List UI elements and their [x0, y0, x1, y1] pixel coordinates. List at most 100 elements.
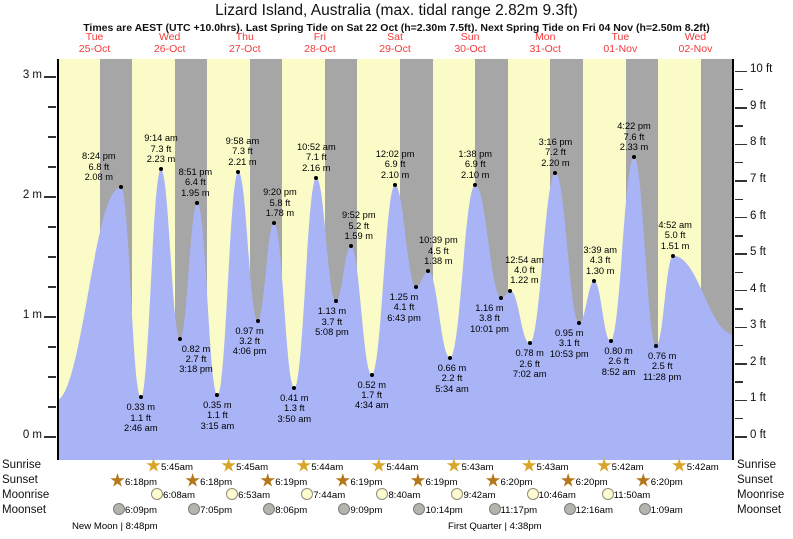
moonrise-time: 11:50am: [613, 490, 651, 501]
tide-label-line2: 7.6 ft: [623, 131, 645, 142]
y-axis-right: [732, 59, 734, 460]
tide-point-low: [138, 395, 143, 400]
sunrise-event-7: 5:42am: [596, 458, 644, 476]
y-label-right-5ft: 5 ft: [750, 246, 766, 259]
tide-label-line2: 6.8 ft: [88, 161, 110, 172]
sunset-star-icon: [636, 473, 651, 491]
y-tick-right: [735, 198, 743, 200]
moonset-time: 8:06pm: [275, 505, 308, 516]
tide-label-line2: 7.3 ft: [232, 146, 253, 157]
sunrise-star-icon: [296, 458, 311, 476]
sunset-event-1: 6:18pm: [110, 473, 157, 491]
tide-label-line1: 9:20 pm: [263, 187, 297, 198]
sunrise-event-1: 5:45am: [146, 458, 193, 476]
row-label-sunset-left: Sunset: [2, 474, 38, 486]
moonset-time: 10:14pm: [425, 505, 463, 516]
tide-point-high: [118, 185, 123, 190]
tide-label-line2: 5.8 ft: [269, 197, 291, 208]
moonrise-event-5: 9:42am: [451, 488, 495, 503]
tide-label-line1: 3:16 pm: [538, 137, 573, 147]
tide-label-line3: 3:50 am: [277, 413, 312, 424]
tide-label-high-21: 12:54 am 4.0 ft 1.22 m: [489, 255, 559, 286]
tide-label-line1: 9:14 am: [144, 133, 178, 144]
day-header-5: Sat 29-Oct: [357, 31, 433, 55]
day-header-dow: Tue: [611, 31, 630, 43]
y-label-right-4ft: 4 ft: [750, 282, 766, 295]
tide-label-low-24: 0.95 m 3.1 ft 10:53 pm: [534, 328, 604, 359]
tide-label-line1: 0.76 m: [648, 350, 677, 361]
tide-label-line1: 1.25 m: [389, 292, 419, 302]
sunrise-event-2: 5:45am: [221, 458, 268, 476]
day-header-4: Fri 28-Oct: [282, 31, 358, 55]
tide-label-line3: 4:06 pm: [232, 346, 267, 357]
day-header-6: Sun 30-Oct: [432, 31, 508, 55]
tide-label-line1: 8:51 pm: [178, 167, 213, 177]
row-label-moonset-left: Moonset: [2, 504, 47, 516]
y-label-right-1ft: 1 ft: [750, 392, 766, 405]
moonrise-circle-icon: [601, 488, 614, 503]
sunset-event-8: 6:20pm: [636, 473, 683, 491]
sunset-event-6: 6:20pm: [485, 473, 533, 491]
day-header-dow: Sat: [387, 31, 403, 43]
day-header-dow: Sun: [460, 31, 480, 43]
tide-point-high: [473, 183, 478, 187]
y-axis-left: [57, 59, 59, 460]
tide-label-line3: 6:43 pm: [387, 312, 421, 323]
day-header-8: Tue 01-Nov: [582, 31, 658, 55]
tide-label-low-26: 0.80 m 2.6 ft 8:52 am: [584, 346, 654, 377]
sunset-time: 6:18pm: [125, 476, 157, 488]
tide-point-high: [671, 253, 676, 258]
y-tick-right: [735, 88, 743, 91]
tide-label-line1: 1:38 pm: [458, 149, 492, 159]
tide-label-line1: 8:24 pm: [82, 151, 116, 162]
tide-label-line3: 2.10 m: [460, 169, 490, 180]
sunrise-event-4: 5:44am: [371, 458, 418, 476]
tide-label-line2: 1.3 ft: [283, 403, 305, 414]
tide-label-line3: 1.59 m: [344, 231, 373, 241]
tide-label-line1: 1.16 m: [475, 302, 504, 313]
tide-label-line2: 2.2 ft: [441, 373, 463, 384]
tide-label-high-5: 8:51 pm 6.4 ft 1.95 m: [160, 167, 230, 198]
y-tick-right: [735, 326, 747, 328]
y-tick-right: [735, 289, 747, 292]
y-tick-right: [735, 271, 743, 274]
tide-label-low-20: 1.16 m 3.8 ft 10:01 pm: [454, 303, 524, 334]
y-tick-left: [48, 136, 56, 138]
moonrise-time: 8:40am: [388, 490, 421, 501]
tide-point-low: [255, 318, 260, 323]
sunset-time: 6:20pm: [500, 476, 533, 488]
tide-label-line1: 9:58 am: [225, 135, 260, 146]
y-label-right-7ft: 7 ft: [750, 172, 766, 185]
sunset-event-5: 6:19pm: [410, 473, 457, 491]
moonset-circle-icon: [413, 503, 426, 518]
y-tick-right: [735, 161, 743, 164]
y-label-right-6ft: 6 ft: [750, 209, 766, 222]
tide-label-line2: 3.8 ft: [479, 313, 500, 324]
sunset-event-3: 6:19pm: [260, 473, 307, 491]
moonrise-circle-icon: [226, 488, 239, 503]
tide-label-line2: 2.6 ft: [519, 358, 540, 369]
y-tick-right: [735, 399, 747, 402]
day-header-date: 31-Oct: [529, 43, 561, 55]
moonrise-time: 6:08am: [163, 490, 195, 501]
tide-label-line2: 3.2 ft: [239, 336, 260, 346]
sunrise-event-5: 5:43am: [446, 458, 493, 476]
tide-label-line1: 10:39 pm: [418, 235, 458, 246]
sunset-event-2: 6:18pm: [185, 473, 232, 491]
y-label-left-0m: 0 m: [22, 429, 42, 441]
day-header-date: 27-Oct: [229, 43, 261, 55]
moonrise-event-2: 6:53am: [226, 488, 270, 503]
tide-label-line2: 1.1 ft: [207, 410, 228, 421]
tide-label-line3: 2.16 m: [302, 162, 331, 173]
row-label-moonrise-left: Moonrise: [2, 489, 50, 501]
moonset-circle-icon: [338, 503, 351, 518]
moonset-event-4: 9:09pm: [338, 503, 382, 518]
row-label-sunrise-right: Sunrise: [737, 459, 776, 471]
sunset-time: 6:19pm: [425, 476, 458, 488]
row-label-sunset-right: Sunset: [737, 474, 773, 486]
tide-label-line1: 0.66 m: [437, 362, 467, 373]
tide-label-line2: 4.0 ft: [514, 265, 535, 275]
tide-label-line1: 12:54 am: [505, 254, 544, 265]
tide-label-line2: 1.1 ft: [130, 412, 152, 423]
tide-point-high: [314, 175, 319, 180]
